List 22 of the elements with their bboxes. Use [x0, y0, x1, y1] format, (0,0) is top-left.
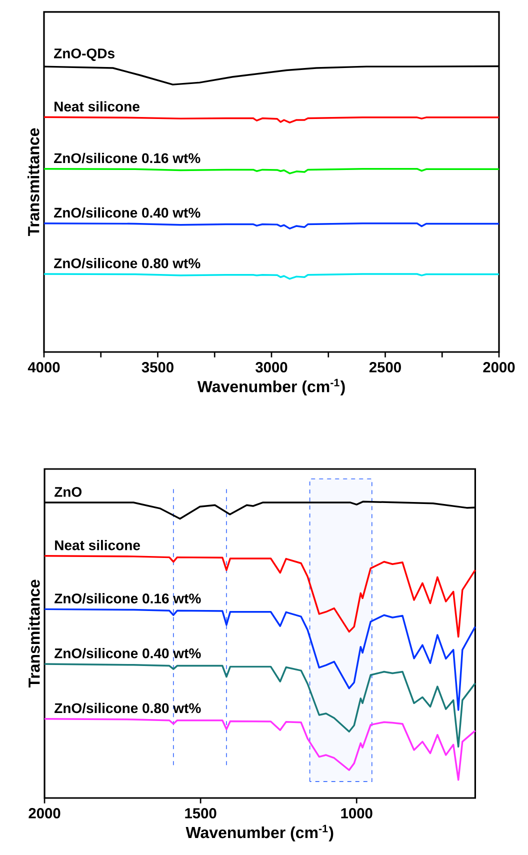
series-label: ZnO/silicone 0.40 wt%: [54, 207, 200, 218]
y-axis-title: Transmittance: [28, 580, 40, 688]
x-tick-label: 3500: [142, 362, 174, 372]
series-label: ZnO/silicone 0.80 wt%: [54, 702, 201, 714]
series-label: ZnO: [54, 486, 82, 497]
x-tick-label: 1500: [185, 808, 216, 818]
x-tick-label: 4000: [28, 362, 60, 372]
series-label: ZnO/silicone 0.16 wt%: [54, 152, 200, 164]
x-tick-label: 2000: [28, 808, 60, 818]
series-label: ZnO/silicone 0.80 wt%: [54, 258, 200, 268]
x-tick-label: 2000: [483, 362, 515, 372]
series-label: ZnO/silicone 0.40 wt%: [54, 648, 201, 658]
series-label: Neat silicone: [55, 540, 140, 550]
y-axis-title: Transmittance: [28, 128, 40, 236]
x-axis-title: Wavenumber (cm$^{-1}$): [186, 824, 334, 842]
series-label: ZnO/silicone 0.16 wt%: [54, 593, 201, 604]
series-label: Neat silicone: [54, 101, 140, 112]
x-tick-label: 2500: [369, 362, 401, 372]
x-tick-label: 1000: [341, 808, 372, 818]
x-axis-title: Wavenumber (cm$^{-1}$): [197, 378, 345, 396]
series-label: ZnO-QDs: [54, 48, 114, 61]
x-tick-label: 3000: [256, 362, 288, 372]
